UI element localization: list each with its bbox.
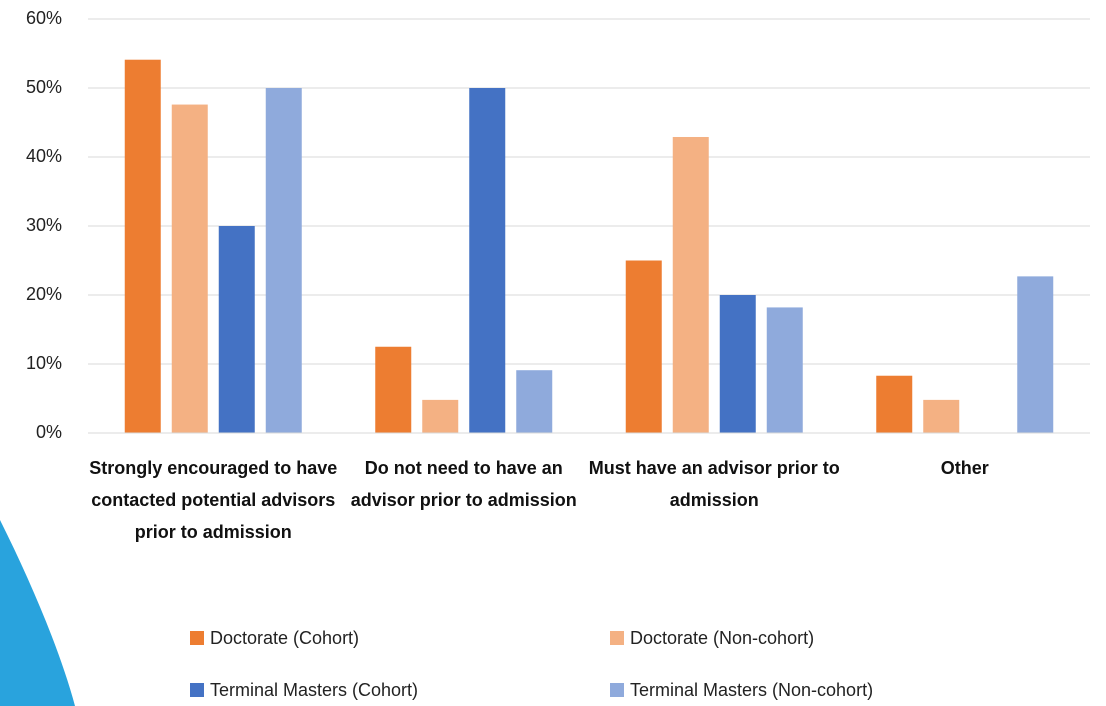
- bar: [876, 375, 913, 433]
- bar: [218, 226, 255, 433]
- bar: [625, 260, 662, 433]
- x-tick-label: Strongly encouraged to have contacted po…: [89, 458, 338, 542]
- y-tick-label: 50%: [26, 77, 62, 97]
- legend-label: Doctorate (Cohort): [210, 628, 359, 648]
- legend-label: Doctorate (Non-cohort): [630, 628, 814, 648]
- legend-swatch: [190, 683, 204, 697]
- legend-label: Terminal Masters (Cohort): [210, 680, 418, 700]
- bar: [265, 88, 302, 433]
- y-tick-label: 30%: [26, 215, 62, 235]
- bar: [124, 59, 161, 434]
- x-tick-label: Do not need to have an advisor prior to …: [350, 458, 577, 510]
- bar: [1017, 276, 1054, 433]
- y-tick-label: 20%: [26, 284, 62, 304]
- bar: [766, 307, 803, 433]
- y-tick-label: 0%: [36, 422, 62, 442]
- bar: [672, 136, 709, 434]
- legend-swatch: [610, 683, 624, 697]
- y-tick-label: 60%: [26, 8, 62, 28]
- bar: [171, 104, 208, 433]
- y-tick-label: 40%: [26, 146, 62, 166]
- bar: [422, 399, 459, 433]
- x-tick-label: Other: [940, 458, 989, 478]
- bar: [719, 295, 756, 433]
- x-tick-label: Must have an advisor prior to admission: [588, 458, 840, 510]
- decoration: [0, 520, 75, 706]
- bar: [375, 346, 412, 433]
- bar: [469, 88, 506, 433]
- legend-label: Terminal Masters (Non-cohort): [630, 680, 873, 700]
- legend-swatch: [610, 631, 624, 645]
- legend-swatch: [190, 631, 204, 645]
- y-tick-label: 10%: [26, 353, 62, 373]
- bar: [516, 370, 553, 433]
- bar: [923, 399, 960, 433]
